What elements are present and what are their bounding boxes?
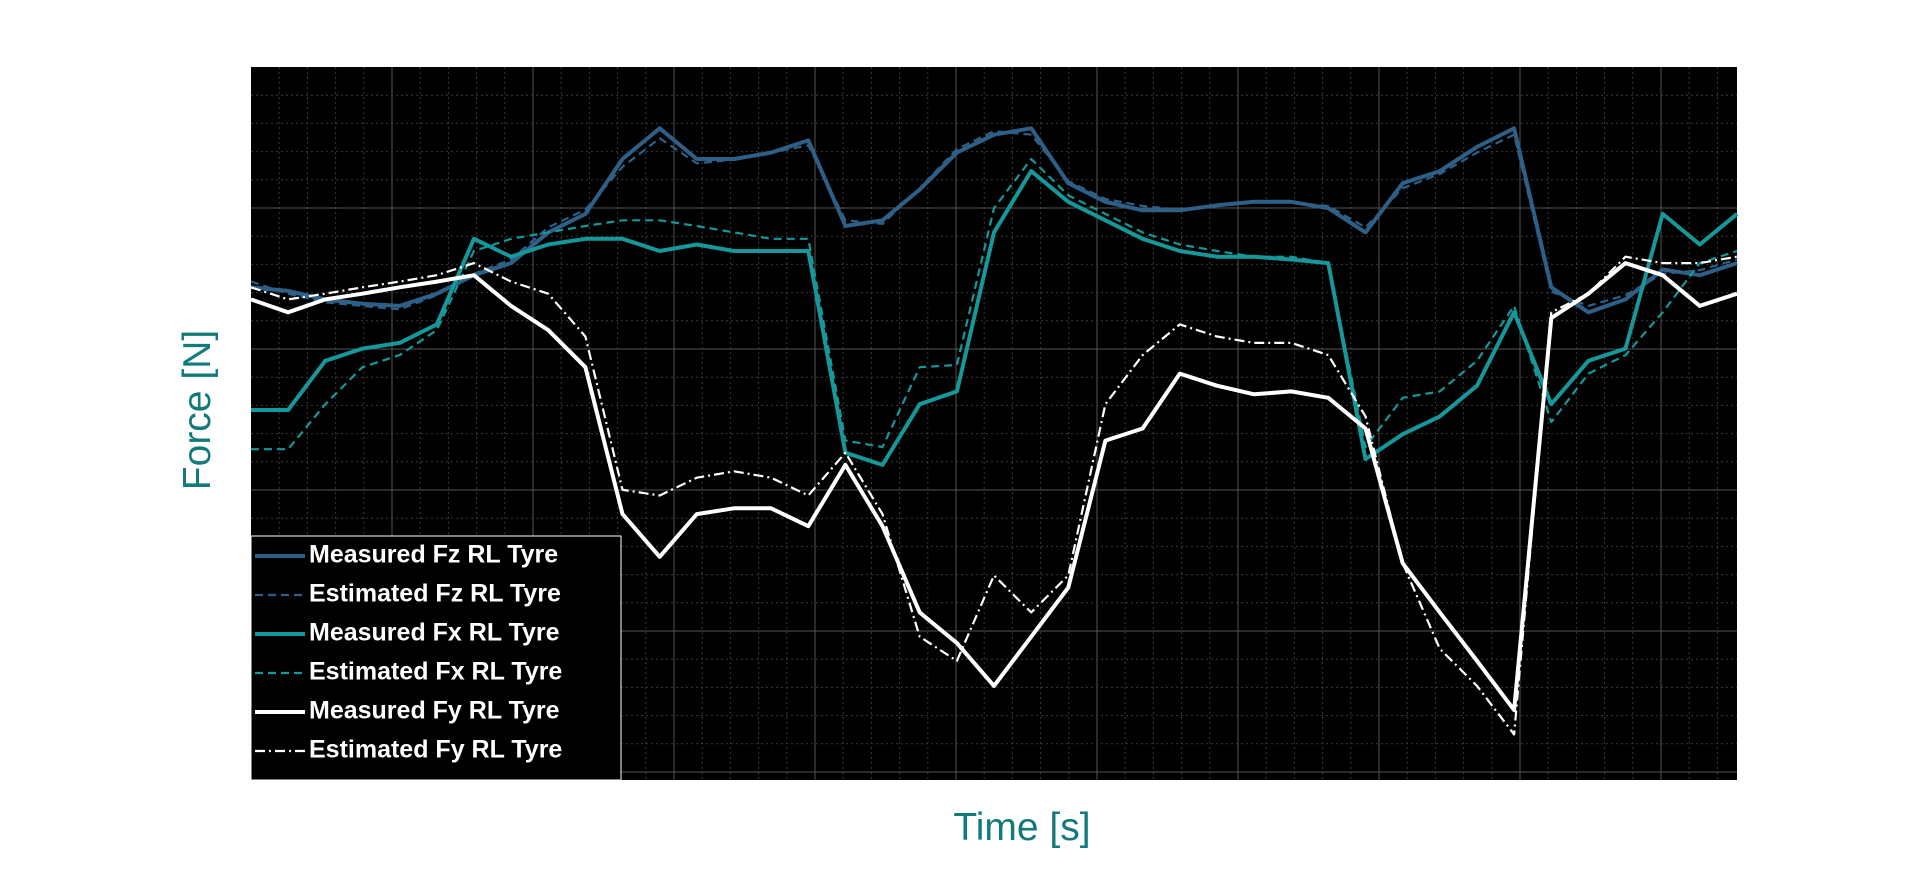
series-lines [250, 126, 1739, 736]
series-line [251, 157, 1738, 451]
series-line [250, 126, 1738, 315]
legend-box [250, 535, 622, 781]
legend: Measured Fz RL Tyre Estimated Fz RL Tyre M… [250, 535, 622, 781]
legend-label: Estimated Fx RL Tyre [309, 658, 562, 686]
legend-label: Measured Fy RL Tyre [309, 697, 560, 725]
series-line [250, 130, 1738, 311]
legend-label: Measured Fx RL Tyre [309, 619, 560, 647]
x-axis-label: Time [s] [953, 806, 1090, 849]
legend-label: Estimated Fy RL Tyre [309, 736, 562, 764]
y-axis-label: Force [N] [176, 330, 219, 490]
series-line [250, 261, 1738, 713]
legend-label: Estimated Fz RL Tyre [309, 580, 561, 608]
series-line [250, 255, 1738, 736]
series-line [251, 169, 1739, 467]
legend-label: Measured Fz RL Tyre [309, 541, 558, 569]
